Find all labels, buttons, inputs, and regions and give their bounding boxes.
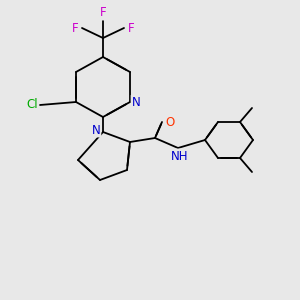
Text: O: O (165, 116, 175, 128)
Text: F: F (100, 7, 106, 20)
Text: N: N (132, 95, 140, 109)
Text: F: F (128, 22, 134, 34)
Text: Cl: Cl (26, 98, 38, 112)
Text: N: N (92, 124, 100, 136)
Text: NH: NH (171, 149, 189, 163)
Text: F: F (72, 22, 78, 34)
